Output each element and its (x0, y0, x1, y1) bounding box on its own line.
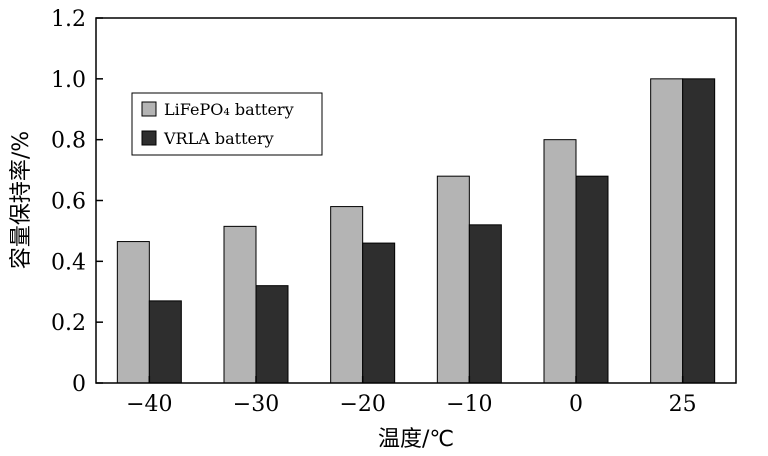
y-tick-label: 0.8 (51, 129, 86, 154)
y-axis: 0 0.2 0.4 0.6 0.8 1.0 1.2 (51, 7, 103, 397)
x-tick-label: 0 (569, 392, 583, 417)
x-axis-title: 温度/℃ (378, 427, 454, 452)
bar-lifepo4-2 (330, 206, 364, 384)
legend-swatch-vrla (141, 130, 157, 146)
legend-swatch-lifepo4 (141, 101, 157, 117)
bar-vrla-4 (575, 175, 609, 384)
bar-lifepo4-5 (650, 78, 684, 384)
x-tick-label: 25 (669, 392, 697, 417)
bar-lifepo4-0 (116, 241, 150, 384)
y-tick-label: 1.2 (51, 7, 86, 32)
legend: LiFePO₄ battery VRLA battery (131, 92, 323, 156)
bar-lifepo4-4 (543, 139, 577, 384)
legend-label-lifepo4: LiFePO₄ battery (164, 100, 294, 119)
bar-lifepo4-3 (436, 175, 470, 384)
legend-label-vrla: VRLA battery (163, 129, 274, 148)
bar-vrla-0 (148, 300, 182, 384)
y-tick-label: 0 (72, 372, 86, 397)
legend-box (131, 92, 323, 156)
bar-vrla-5 (682, 78, 716, 384)
plot-frame (95, 17, 737, 384)
x-tick-label: −10 (446, 392, 492, 417)
x-tick-label: −20 (339, 392, 385, 417)
y-tick-label: 1.0 (51, 68, 86, 93)
x-tick-label: −40 (126, 392, 172, 417)
bars-group (116, 78, 716, 384)
x-axis: −40 −30 −20 −10 0 25 (126, 376, 697, 417)
bar-vrla-1 (255, 285, 289, 384)
y-axis-title: 容量保持率/% (9, 131, 34, 269)
x-tick-label: −30 (233, 392, 279, 417)
y-tick-label: 0.4 (51, 250, 86, 275)
bar-lifepo4-1 (223, 225, 257, 384)
bar-vrla-3 (468, 224, 502, 384)
bar-vrla-2 (362, 242, 396, 384)
y-tick-label: 0.2 (51, 311, 86, 336)
y-tick-label: 0.6 (51, 190, 86, 215)
